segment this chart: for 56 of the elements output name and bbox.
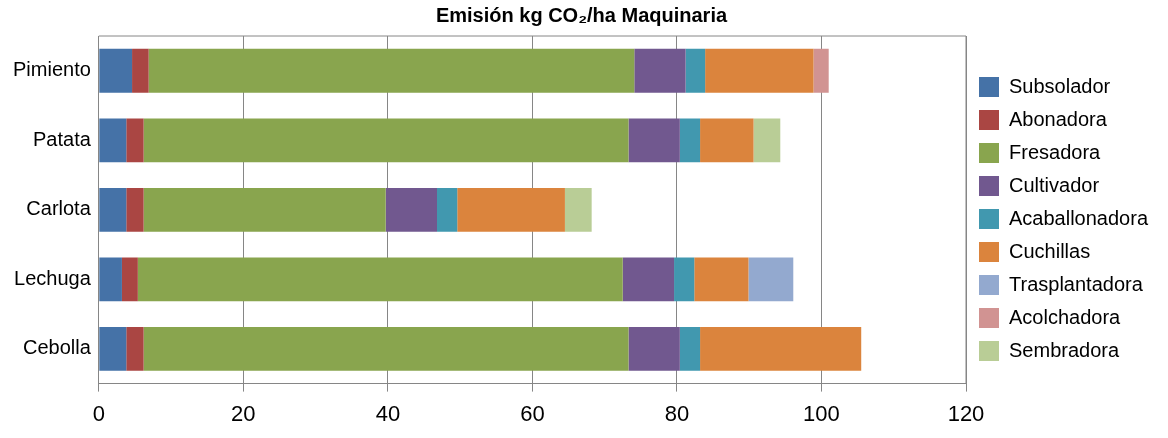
bar: [148, 48, 635, 93]
bar: [634, 48, 686, 93]
y-tick-label: Lechuga: [14, 266, 92, 289]
legend-label: Sembradora: [1009, 338, 1120, 361]
bar: [628, 118, 680, 163]
x-tick-label: 20: [231, 400, 256, 426]
bar: [143, 118, 629, 163]
bar: [126, 118, 144, 163]
legend-label: Cultivador: [1009, 173, 1100, 196]
bar: [700, 326, 862, 371]
bar: [437, 187, 458, 232]
bar: [679, 118, 701, 163]
bar: [99, 257, 122, 302]
bar: [121, 257, 138, 302]
bar: [622, 257, 675, 302]
bar: [99, 118, 127, 163]
bar: [564, 187, 592, 232]
bar: [143, 187, 386, 232]
bar: [457, 187, 565, 232]
chart-title: Emisión kg CO₂/ha Maquinaria: [435, 3, 728, 26]
bar: [137, 257, 623, 302]
bar: [126, 187, 144, 232]
x-tick-label: 100: [803, 400, 840, 426]
bar: [99, 48, 133, 93]
legend-label: Acolchadora: [1009, 305, 1122, 328]
y-tick-label: Carlota: [26, 197, 92, 220]
bar: [694, 257, 749, 302]
bar: [628, 326, 680, 371]
legend-label: Cuchillas: [1009, 239, 1091, 262]
y-tick-label: Pimiento: [13, 58, 91, 81]
bar: [143, 326, 629, 371]
bar: [679, 326, 701, 371]
bar: [674, 257, 695, 302]
bar: [705, 48, 814, 93]
legend-label: Subsolador: [1009, 74, 1111, 97]
bar: [813, 48, 829, 93]
bar: [385, 187, 438, 232]
y-tick-label: Patata: [32, 127, 92, 150]
bar: [132, 48, 149, 93]
bar: [99, 187, 127, 232]
bar: [685, 48, 706, 93]
x-tick-label: 0: [92, 400, 105, 426]
x-tick-label: 40: [375, 400, 401, 426]
legend-label: Trasplantadora: [1009, 272, 1144, 295]
bar: [700, 118, 754, 163]
legend-label: Abonadora: [1009, 107, 1108, 130]
x-tick-label: 60: [520, 400, 545, 426]
legend-label: Acaballonadora: [1009, 206, 1149, 229]
x-tick-label: 120: [947, 400, 985, 426]
bar: [748, 257, 794, 302]
x-tick-label: 80: [664, 400, 690, 426]
bar: [99, 326, 127, 371]
bar: [126, 326, 144, 371]
bar: [753, 118, 781, 163]
y-tick-label: Cebolla: [22, 336, 92, 359]
legend-label: Fresadora: [1009, 140, 1102, 163]
